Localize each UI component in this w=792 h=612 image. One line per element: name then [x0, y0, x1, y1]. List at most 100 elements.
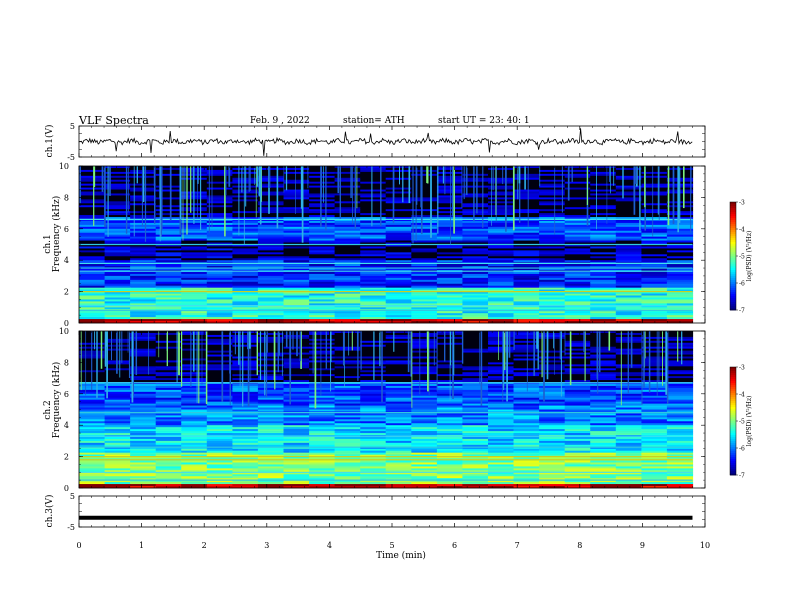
spectrogram-cell	[513, 319, 540, 322]
spectrogram-cell	[666, 358, 694, 361]
spectrogram-cell	[411, 415, 438, 418]
spectrogram-cell	[257, 226, 285, 230]
spectrogram-cell	[309, 248, 336, 251]
spectrogram-cell	[79, 175, 106, 179]
spectrogram-cell	[181, 399, 208, 402]
y-tick-label: 10	[59, 327, 69, 336]
spectrogram-cell	[309, 389, 336, 393]
spectrogram-cell	[79, 230, 106, 234]
spectrogram-cell	[462, 191, 489, 194]
spectrogram-cell	[385, 417, 412, 420]
spectrogram-cell	[615, 191, 642, 194]
spectrogram-cell	[334, 413, 361, 416]
ch1-waveform-ylabel: ch.1(V)	[44, 125, 55, 158]
spectrogram-cell	[539, 297, 566, 300]
spectrogram-cell	[206, 256, 233, 259]
spectrogram-cell	[615, 403, 642, 406]
spectrogram-cell	[206, 254, 233, 257]
spectrogram-cell	[334, 391, 361, 395]
spectrogram-cell	[360, 211, 387, 214]
spectrogram-cell	[462, 442, 489, 446]
spectrogram-cell	[564, 409, 591, 412]
spectrogram-cell	[130, 289, 157, 292]
spectrogram-cell	[104, 403, 131, 406]
spectrogram-cell	[360, 256, 387, 259]
spectrogram-cell	[360, 476, 387, 479]
spectrogram-cell	[257, 285, 285, 288]
spectrogram-cell	[539, 175, 566, 179]
spectrogram-cell	[155, 289, 182, 292]
spectrogram-cell	[641, 378, 668, 381]
spectrogram-cell	[462, 301, 489, 304]
spectrogram-cell	[334, 203, 361, 206]
spectrogram-cell	[309, 256, 336, 259]
spectrogram-cell	[206, 250, 233, 253]
spectrogram-cell	[615, 311, 642, 314]
spectrogram-cell	[232, 378, 259, 381]
spectrogram-cell	[615, 166, 642, 169]
spectrogram-cell	[436, 268, 464, 271]
spectrogram-cell	[104, 273, 131, 277]
spectrogram-cell	[564, 232, 591, 235]
spectrogram-cell	[385, 413, 412, 416]
spectrogram-cell	[155, 389, 182, 393]
spectrogram-cell	[257, 374, 285, 377]
spectrogram-cell	[130, 305, 157, 308]
spectrogram-cell	[130, 211, 157, 214]
spectrogram-cell	[283, 283, 310, 287]
colorbar-cell	[730, 411, 736, 414]
spectrogram-cell	[488, 360, 515, 363]
spectrogram-cell	[385, 352, 412, 355]
spectrogram-cell	[79, 413, 106, 416]
spectrogram-cell	[564, 287, 591, 290]
spectrogram-cell	[436, 462, 464, 465]
spectrogram-cell	[334, 387, 361, 391]
spectrogram-cell	[513, 248, 540, 251]
spectrogram-cell	[181, 462, 208, 465]
spectrogram-cell	[155, 403, 182, 406]
spectrogram-cell	[232, 474, 259, 477]
spectrogram-cell	[257, 211, 285, 214]
spectrogram-cell	[232, 307, 259, 310]
spectrogram-cell	[513, 173, 540, 177]
spectrogram-cell	[334, 217, 361, 220]
spectrogram-cell	[130, 246, 157, 249]
spectrogram-cell	[79, 466, 106, 469]
spectrogram-cell	[309, 472, 336, 475]
spectrogram-cell	[436, 167, 464, 171]
spectrogram-cell	[436, 431, 464, 434]
spectrogram-cell	[155, 338, 182, 342]
spectrogram-cell	[462, 250, 489, 253]
spectrogram-cell	[206, 226, 233, 230]
spectrogram-cell	[206, 303, 233, 306]
spectrogram-cell	[232, 364, 259, 367]
spectrogram-cell	[232, 403, 259, 406]
spectrogram-cell	[436, 486, 464, 489]
spectrogram-cell	[590, 238, 617, 241]
spectrogram-cell	[411, 374, 438, 377]
spectrogram-cell	[590, 393, 617, 397]
spectrogram-cell	[488, 478, 515, 481]
spectrogram-cell	[334, 183, 361, 186]
spectrogram-cell	[334, 315, 361, 318]
spectrogram-cell	[411, 297, 438, 300]
spectrogram-cell	[79, 275, 106, 279]
y-tick-label: 8	[64, 358, 69, 367]
spectrogram-cell	[385, 376, 412, 379]
spectrogram-cell	[462, 436, 489, 440]
spectrogram-cell	[641, 480, 668, 483]
spectrogram-cell	[79, 474, 106, 477]
y-tick-label: 0	[64, 319, 69, 328]
spectrogram-cell	[79, 295, 106, 298]
spectrogram-cell	[309, 199, 336, 202]
spectrogram-cell	[564, 230, 591, 234]
spectrogram-cell	[488, 238, 515, 241]
spectrogram-cell	[590, 370, 617, 373]
spectrogram-cell	[385, 474, 412, 477]
spectrogram-cell	[257, 209, 285, 212]
spectrogram-cell	[155, 311, 182, 314]
spectrogram-cell	[564, 264, 591, 267]
spectrogram-cell	[615, 301, 642, 304]
spectrogram-cell	[283, 436, 310, 440]
spectrogram-cell	[615, 215, 642, 218]
